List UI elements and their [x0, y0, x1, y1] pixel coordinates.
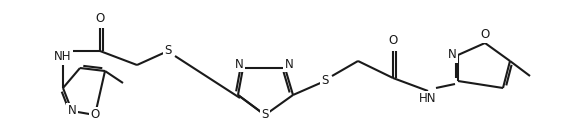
Text: N: N — [448, 49, 456, 61]
Text: HN: HN — [419, 92, 437, 105]
Text: NH: NH — [54, 51, 72, 63]
Text: O: O — [389, 34, 398, 47]
Text: S: S — [164, 45, 171, 57]
Text: N: N — [285, 57, 293, 70]
Text: S: S — [261, 109, 268, 122]
Text: O: O — [90, 109, 100, 122]
Text: O: O — [95, 11, 105, 24]
Text: N: N — [68, 105, 76, 117]
Text: N: N — [235, 57, 244, 70]
Text: S: S — [321, 74, 329, 88]
Text: O: O — [481, 28, 490, 41]
